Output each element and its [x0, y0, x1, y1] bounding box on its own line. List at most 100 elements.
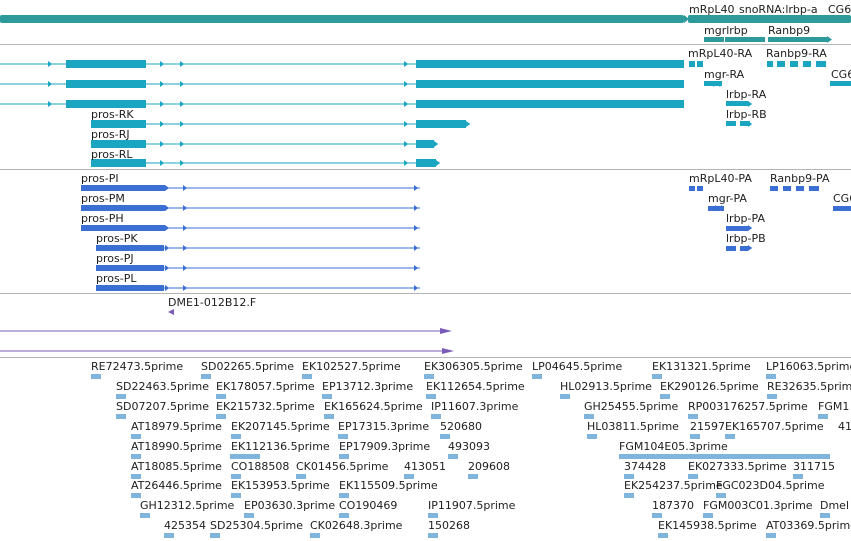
exon[interactable] [689, 61, 695, 67]
transcript-label-mgr-ra[interactable]: mgr-RA [704, 68, 745, 81]
est-label[interactable]: 41 [838, 420, 851, 433]
transcript-label-cg6[interactable]: CG6 [831, 68, 851, 81]
est-label[interactable]: AT18979.5prime [131, 420, 222, 433]
exon[interactable] [816, 61, 826, 67]
est-label[interactable]: SD25304.5prime [210, 519, 303, 532]
est-label[interactable]: RE32635.5prime [767, 380, 851, 393]
est-mark[interactable] [428, 533, 438, 538]
cds[interactable] [833, 206, 851, 211]
exon[interactable] [416, 100, 684, 108]
est-mark[interactable] [426, 394, 436, 399]
est-mark[interactable] [767, 394, 777, 399]
est-mark[interactable] [216, 394, 226, 399]
transcript-label-lrbp-rb[interactable]: lrbp-RB [726, 108, 767, 121]
est-mark[interactable] [688, 474, 698, 479]
cds[interactable] [96, 245, 164, 251]
est-label[interactable]: EK112654.5prime [426, 380, 525, 393]
cds[interactable] [689, 186, 695, 191]
est-label[interactable]: FGM104E05.3prime [619, 440, 728, 453]
est-mark[interactable] [404, 474, 414, 479]
protein-label-lrbp-pa[interactable]: lrbp-PA [726, 212, 765, 225]
exon[interactable] [66, 60, 146, 68]
exon[interactable] [767, 61, 773, 67]
est-label[interactable]: EP13712.3prime [322, 380, 413, 393]
cds[interactable] [726, 246, 736, 251]
exon[interactable] [66, 80, 146, 88]
est-mark[interactable] [624, 474, 634, 479]
est-label[interactable]: 150268 [428, 519, 470, 532]
est-label[interactable]: HL03811.5prime [587, 420, 679, 433]
exon[interactable] [416, 140, 434, 148]
protein-label-mrpl40-pa[interactable]: mRpL40-PA [689, 172, 752, 185]
exon[interactable] [790, 61, 798, 67]
est-label[interactable]: EK306305.5prime [424, 360, 523, 373]
exon[interactable] [803, 61, 811, 67]
est-label[interactable]: EK102527.5prime [302, 360, 401, 373]
est-mark[interactable] [766, 533, 776, 538]
est-label[interactable]: 311715 [793, 460, 835, 473]
est-mark[interactable] [624, 493, 634, 498]
exon[interactable] [416, 80, 684, 88]
est-label[interactable]: SD22463.5prime [116, 380, 209, 393]
cds[interactable] [81, 225, 165, 231]
cds[interactable] [96, 285, 164, 291]
protein-label-pros-pm[interactable]: pros-PM [81, 192, 125, 205]
est-mark[interactable] [231, 434, 241, 439]
est-mark[interactable] [448, 454, 458, 459]
est-label[interactable]: 520680 [440, 420, 482, 433]
est-label[interactable]: EP17315.3prime [338, 420, 429, 433]
est-label[interactable]: AT26446.5prime [131, 479, 222, 492]
cds[interactable] [697, 186, 703, 191]
est-mark[interactable] [820, 513, 830, 518]
cds[interactable] [726, 226, 748, 231]
est-mark[interactable] [652, 374, 662, 379]
est-mark[interactable] [716, 493, 726, 498]
est-label[interactable]: AT18990.5prime [131, 440, 222, 453]
est-label[interactable]: HL02913.5prime [560, 380, 652, 393]
est-label[interactable]: AT03369.5prime [766, 519, 851, 532]
est-mark[interactable] [310, 533, 320, 538]
protein-label-pros-pk[interactable]: pros-PK [96, 232, 138, 245]
est-mark[interactable] [428, 513, 438, 518]
cds[interactable] [770, 186, 778, 191]
transcript-label-pros-rl[interactable]: pros-RL [91, 148, 133, 161]
est-label[interactable]: 493093 [448, 440, 490, 453]
est-mark[interactable] [703, 513, 713, 518]
est-mark[interactable] [216, 414, 226, 419]
est-label[interactable]: RE72473.5prime [91, 360, 183, 373]
gene-ranbp9[interactable] [768, 37, 827, 42]
est-mark[interactable] [690, 434, 700, 439]
est-label[interactable]: EP03630.3prime [244, 499, 335, 512]
est-label[interactable]: EK131321.5prime [652, 360, 751, 373]
est-mark[interactable] [131, 474, 141, 479]
est-mark[interactable] [131, 454, 141, 459]
protein-label-pros-pj[interactable]: pros-PJ [96, 252, 134, 265]
est-label[interactable]: 209608 [468, 460, 510, 473]
protein-label-cg6[interactable]: CG6 [833, 192, 851, 205]
est-mark[interactable] [201, 374, 211, 379]
transcript-label-pros-rj[interactable]: pros-RJ [91, 128, 130, 141]
est-mark[interactable] [296, 474, 306, 479]
est-mark[interactable] [766, 374, 776, 379]
exon[interactable] [777, 61, 785, 67]
est-mark[interactable] [131, 434, 141, 439]
est-mark[interactable] [230, 454, 260, 459]
est-label[interactable]: SD02265.5prime [201, 360, 294, 373]
cds[interactable] [740, 246, 748, 251]
est-mark[interactable] [91, 374, 101, 379]
est-label[interactable]: EK112136.5prime [231, 440, 330, 453]
est-label[interactable]: EK254237.5prime [624, 479, 723, 492]
est-label[interactable]: EK290126.5prime [660, 380, 759, 393]
est-mark[interactable] [424, 374, 434, 379]
cds[interactable] [809, 186, 819, 191]
est-mark[interactable] [338, 434, 348, 439]
exon[interactable] [416, 60, 684, 68]
protein-label-ranbp9-pa[interactable]: Ranbp9-PA [770, 172, 830, 185]
est-label[interactable]: CK01456.5prime [296, 460, 389, 473]
est-mark[interactable] [231, 474, 241, 479]
est-label[interactable]: FGC023D04.5prime [716, 479, 825, 492]
est-mark[interactable] [324, 414, 334, 419]
gene-cluster-right[interactable] [688, 15, 851, 23]
est-label[interactable]: RP003176257.5prime [688, 400, 808, 413]
est-mark[interactable] [339, 513, 349, 518]
